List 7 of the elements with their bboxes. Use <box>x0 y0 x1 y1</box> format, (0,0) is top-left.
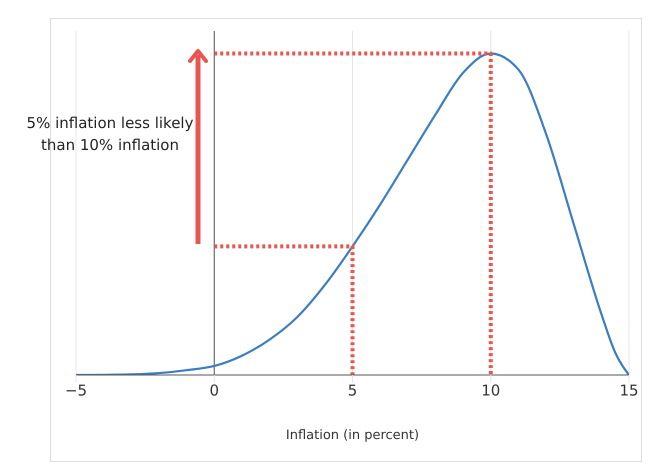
x-tick-label: 0 <box>209 382 220 400</box>
annotation: 5% inflation less likely than 10% inflation <box>26 113 194 156</box>
x-tick-label: 10 <box>481 382 500 400</box>
x-axis-title: Inflation (in percent) <box>286 428 420 443</box>
x-tick-label: 15 <box>619 382 639 400</box>
x-tick-label: 5 <box>348 382 358 400</box>
x-tick-label: −5 <box>64 382 88 400</box>
